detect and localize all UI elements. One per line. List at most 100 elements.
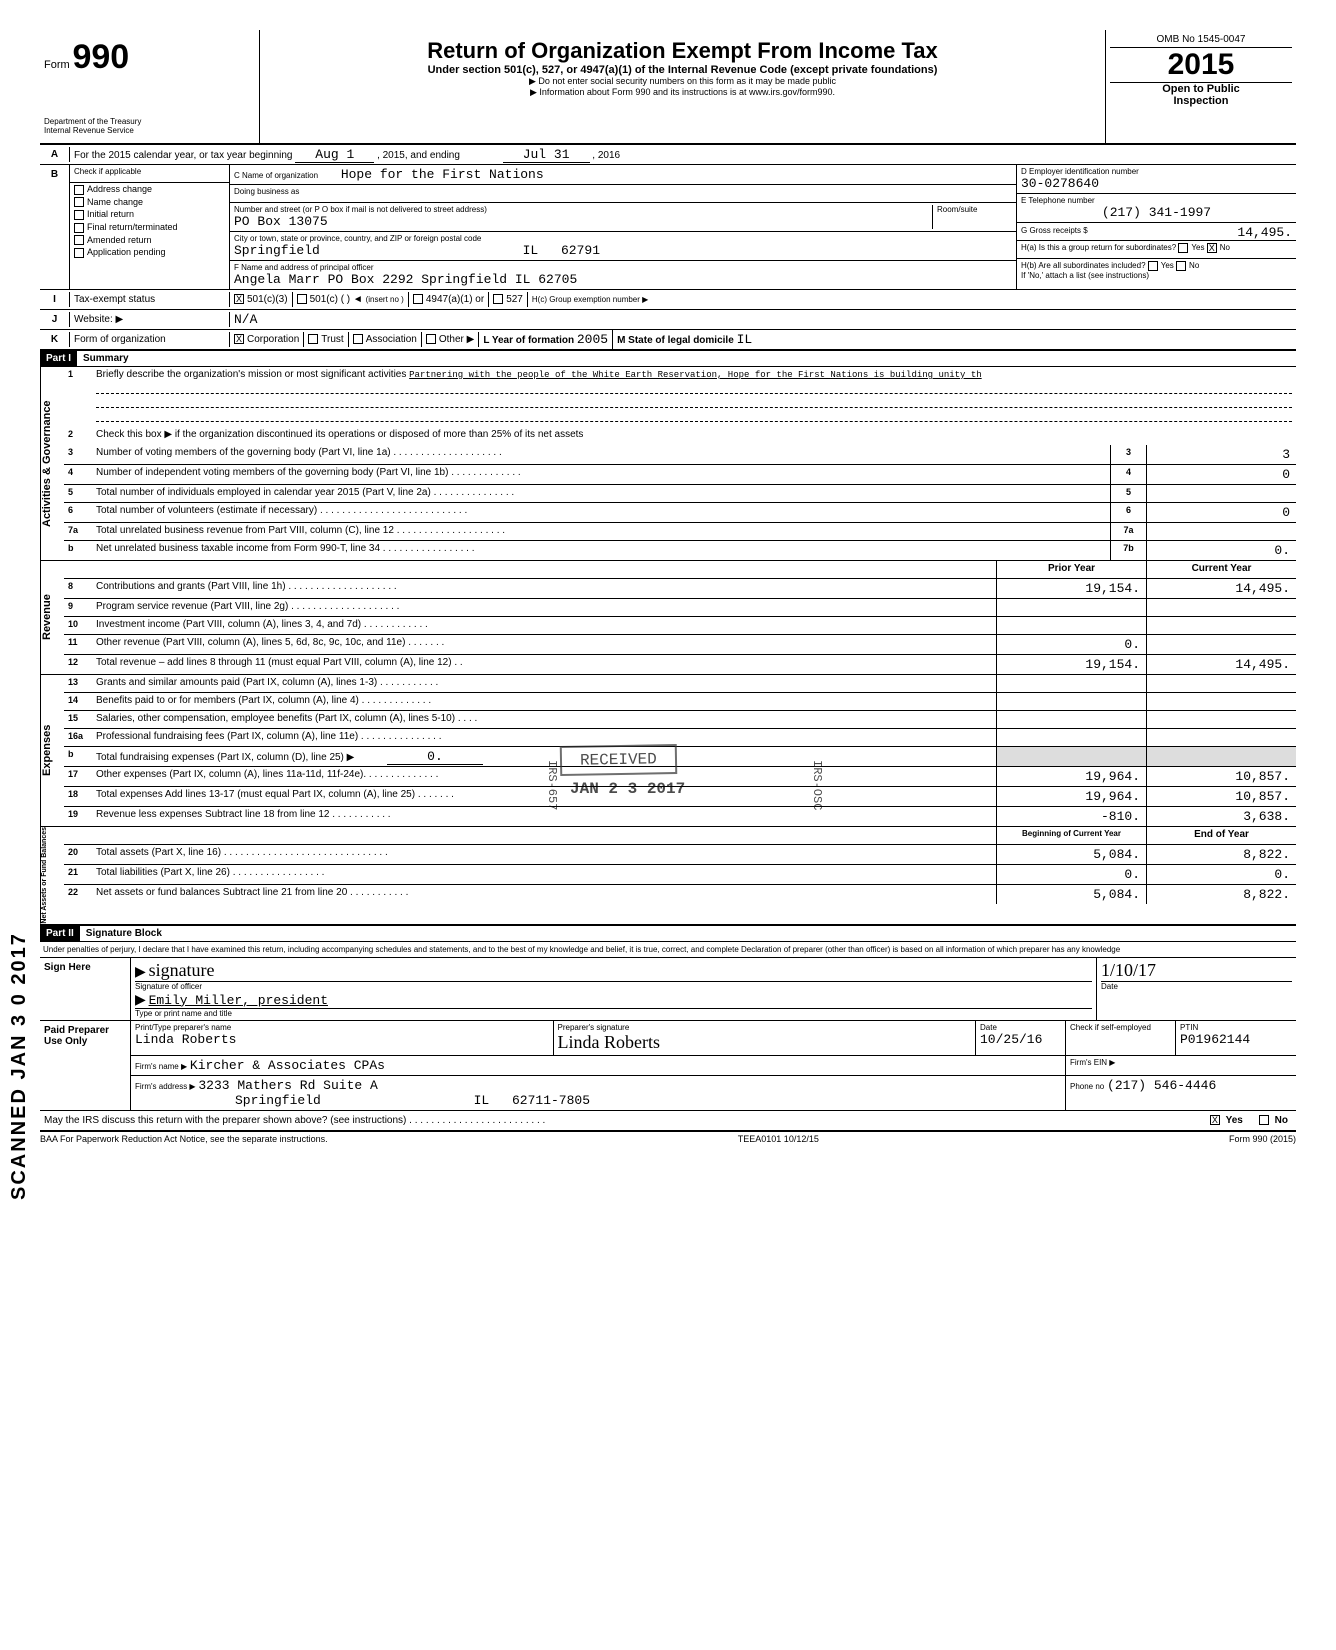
- l-value: 2005: [577, 332, 608, 347]
- check-name-change[interactable]: Name change: [70, 196, 229, 209]
- firm-addr1: 3233 Mathers Rd Suite A: [198, 1078, 377, 1093]
- row-ha: H(a) Is this a group return for subordin…: [1017, 241, 1296, 259]
- check-label-1: Name change: [87, 197, 143, 207]
- part-2-header: Part II Signature Block: [40, 925, 1296, 942]
- part-2-label: Part II: [40, 926, 80, 941]
- check-column: Check if applicable Address change Name …: [70, 165, 230, 289]
- begin-date: Aug 1: [295, 147, 374, 163]
- gov-lines: 1 Briefly describe the organization's mi…: [64, 367, 1296, 560]
- hb-label: H(b) Are all subordinates included?: [1021, 261, 1146, 270]
- ln2-txt: Check this box ▶ if the organization dis…: [92, 427, 1296, 445]
- check-pending[interactable]: Application pending: [70, 246, 229, 259]
- part-1-label: Part I: [40, 351, 77, 366]
- f-value: Angela Marr PO Box 2292 Springfield IL 6…: [234, 272, 1012, 287]
- open-public: Open to Public: [1110, 83, 1292, 95]
- ln12-no: 12: [64, 655, 92, 674]
- ln16b-no: b: [64, 747, 92, 766]
- ln14-txt: Benefits paid to or for members (Part IX…: [92, 693, 996, 710]
- line-a-letter: A: [40, 147, 70, 162]
- hb-no-box[interactable]: [1176, 261, 1186, 271]
- ha-yes-box[interactable]: [1178, 243, 1188, 253]
- line-20: 20 Total assets (Part X, line 16) . . . …: [64, 845, 1296, 865]
- check-initial-return[interactable]: Initial return: [70, 208, 229, 221]
- part-1-title: Summary: [77, 351, 135, 366]
- ln22-no: 22: [64, 885, 92, 904]
- tax-year: 2015: [1110, 48, 1292, 83]
- check-address-change[interactable]: Address change: [70, 183, 229, 196]
- ln19-prior: -810.: [996, 807, 1146, 826]
- ln18-prior: 19,964.: [996, 787, 1146, 806]
- ptin-label: PTIN: [1180, 1023, 1292, 1032]
- rev-hdr: Prior Year Current Year: [64, 561, 1296, 579]
- ln18-txt: Total expenses Add lines 13-17 (must equ…: [92, 787, 996, 806]
- check-label-2: Initial return: [87, 209, 134, 219]
- form-header: Form 990 Department of the Treasury Inte…: [40, 30, 1296, 145]
- 527-label: 527: [506, 294, 523, 305]
- hb-yes-box[interactable]: [1148, 261, 1158, 271]
- ln6-box: 6: [1110, 503, 1146, 522]
- exp-vert-label: Expenses: [40, 675, 64, 826]
- check-label-4: Amended return: [87, 235, 152, 245]
- discuss-yes-label: Yes: [1226, 1115, 1243, 1126]
- row-g: G Gross receipts $ 14,495.: [1017, 223, 1296, 241]
- sign-here-label: Sign Here: [40, 958, 130, 1020]
- ein-value: 30-0278640: [1021, 176, 1292, 191]
- dept-treasury: Department of the Treasury: [44, 117, 255, 126]
- ha-yes: Yes: [1191, 243, 1204, 252]
- other-box[interactable]: Other ▶: [422, 332, 479, 347]
- m-value: IL: [737, 332, 753, 347]
- baa-notice: BAA For Paperwork Reduction Act Notice, …: [40, 1134, 328, 1144]
- ln20-begin: 5,084.: [996, 845, 1146, 864]
- prep-date: 10/25/16: [980, 1032, 1061, 1047]
- street-value: PO Box 13075: [234, 214, 932, 229]
- self-emp-label: Check if self-employed: [1070, 1023, 1151, 1032]
- ln11-prior: 0.: [996, 635, 1146, 654]
- ln16b-curr: [1146, 747, 1296, 766]
- ln13-prior: [996, 675, 1146, 692]
- exp-block: Expenses 13 Grants and similar amounts p…: [40, 675, 1296, 827]
- row-street: Number and street (or P O box if mail is…: [230, 203, 1016, 232]
- header-title-block: Return of Organization Exempt From Incom…: [260, 30, 1106, 143]
- gov-block: Activities & Governance 1 Briefly descri…: [40, 367, 1296, 561]
- 4947-box[interactable]: 4947(a)(1) or: [409, 292, 489, 307]
- sign-here-row: Sign Here ▶ signature Signature of offic…: [40, 958, 1296, 1021]
- prep-sig-cell: Preparer's signature Linda Roberts: [554, 1021, 977, 1055]
- header-right: OMB No 1545-0047 2015 Open to Public Ins…: [1106, 30, 1296, 143]
- ha-no-box[interactable]: X: [1207, 243, 1217, 253]
- ln7b-no: b: [64, 541, 92, 560]
- ln19-txt: Revenue less expenses Subtract line 18 f…: [92, 807, 996, 826]
- paid-prep-body: Print/Type preparer's name Linda Roberts…: [130, 1021, 1296, 1110]
- discuss-no-cell[interactable]: No: [1251, 1113, 1296, 1128]
- line-15: 15 Salaries, other compensation, employe…: [64, 711, 1296, 729]
- ln17-txt: Other expenses (Part IX, column (A), lin…: [92, 767, 996, 786]
- trust-box[interactable]: Trust: [304, 332, 348, 347]
- ptin-cell: PTIN P01962144: [1176, 1021, 1296, 1055]
- ln4-txt: Number of independent voting members of …: [92, 465, 1110, 484]
- ln10-curr: [1146, 617, 1296, 634]
- corp-box[interactable]: XCorporation: [230, 332, 304, 347]
- room-label: Room/suite: [932, 205, 1012, 229]
- check-label-3: Final return/terminated: [87, 222, 178, 232]
- begin-year-hdr: Beginning of Current Year: [996, 827, 1146, 844]
- 501c-box[interactable]: 501(c) ( ) ◄ (insert no ): [293, 292, 409, 307]
- firm-ein-cell: Firm's EIN ▶: [1066, 1056, 1296, 1075]
- form-number: 990: [72, 38, 129, 76]
- rev-vert-label: Revenue: [40, 561, 64, 674]
- firm-name-label: Firm's name ▶: [135, 1062, 187, 1071]
- 501c3-box[interactable]: X501(c)(3): [230, 292, 293, 307]
- ln5-val: [1146, 485, 1296, 502]
- ln13-txt: Grants and similar amounts paid (Part IX…: [92, 675, 996, 692]
- assoc-box[interactable]: Association: [349, 332, 422, 347]
- self-emp-cell: Check if self-employed: [1066, 1021, 1176, 1055]
- ln17-no: 17: [64, 767, 92, 786]
- ln16b-txt: Total fundraising expenses (Part IX, col…: [92, 747, 996, 766]
- discuss-yes-cell[interactable]: X Yes: [1202, 1113, 1251, 1128]
- ln14-prior: [996, 693, 1146, 710]
- ln15-curr: [1146, 711, 1296, 728]
- line-a-content: For the 2015 calendar year, or tax year …: [70, 145, 1296, 164]
- check-amended[interactable]: Amended return: [70, 234, 229, 247]
- ln10-txt: Investment income (Part VIII, column (A)…: [92, 617, 996, 634]
- ln4-val: 0: [1146, 465, 1296, 484]
- 527-box[interactable]: 527: [489, 292, 528, 307]
- check-final-return[interactable]: Final return/terminated: [70, 221, 229, 234]
